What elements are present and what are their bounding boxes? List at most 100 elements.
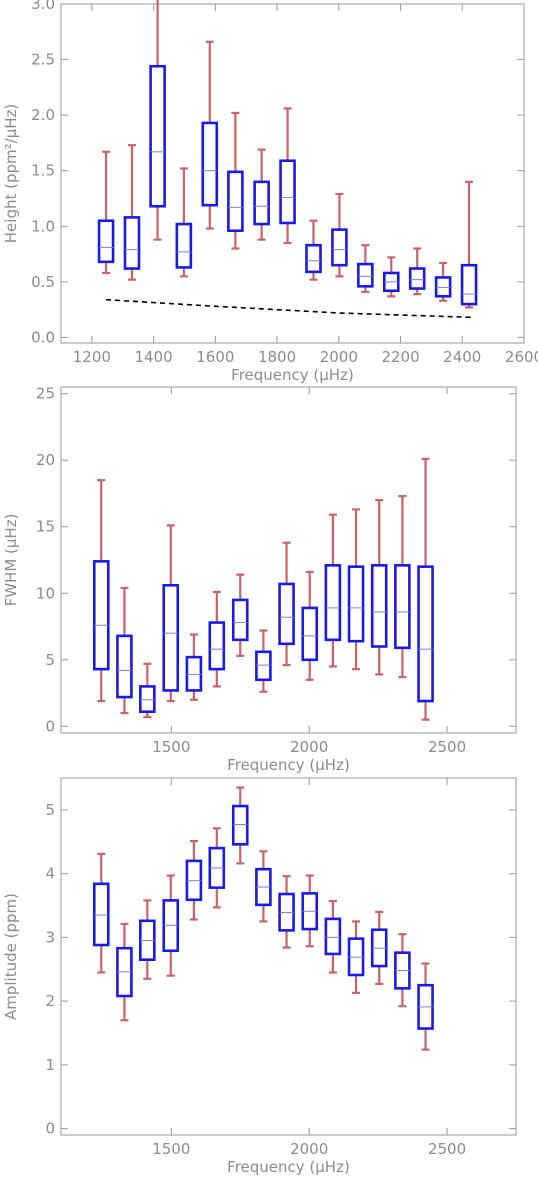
x-tick-label: 1500 <box>152 1140 190 1158</box>
box-plot <box>139 662 156 719</box>
y-tick-label: 20 <box>36 451 55 469</box>
y-tick-label: 1.0 <box>31 217 55 235</box>
box-iqr <box>460 263 478 306</box>
box-plot <box>394 933 411 1008</box>
y-tick-label: 3.0 <box>31 0 55 13</box>
box-iqr <box>162 583 180 692</box>
box-plot <box>417 962 434 1051</box>
box-iqr <box>227 170 244 233</box>
box-iqr <box>347 565 365 643</box>
box-iqr <box>231 598 249 642</box>
box-iqr <box>92 560 110 671</box>
x-tick-label: 2500 <box>428 738 466 756</box>
y-tick-label: 2 <box>45 992 55 1010</box>
box-plot <box>278 875 295 949</box>
box-iqr <box>370 564 388 648</box>
y-axis-label: Height (ppm²/μHz) <box>2 104 20 243</box>
box-plot <box>162 874 180 977</box>
box-plot <box>370 499 388 676</box>
y-tick-label: 0 <box>45 717 55 735</box>
x-tick-label: 2000 <box>290 1140 328 1158</box>
box-iqr <box>185 655 203 692</box>
plot-frame <box>60 386 517 734</box>
box-plot <box>382 256 400 298</box>
x-tick-label: 2500 <box>428 1140 466 1158</box>
x-tick-label: 2200 <box>381 348 419 366</box>
box-iqr <box>231 804 249 846</box>
box-iqr <box>92 882 110 947</box>
box-iqr <box>408 267 426 290</box>
y-tick-label: 0 <box>45 1120 55 1138</box>
x-tick-label: 1500 <box>152 738 190 756</box>
box-plot <box>185 840 203 921</box>
box-plot <box>227 111 244 250</box>
y-tick-label: 25 <box>36 385 55 403</box>
x-tick-label: 1400 <box>135 348 173 366</box>
box-iqr <box>278 582 295 646</box>
box-plot <box>278 541 295 667</box>
x-tick-label: 2400 <box>443 348 481 366</box>
box-plot <box>253 148 270 241</box>
box-plot <box>255 850 272 923</box>
y-tick-label: 0.5 <box>31 273 55 291</box>
box-plot <box>301 874 319 948</box>
box-plot <box>417 457 434 721</box>
box-iqr <box>253 180 270 226</box>
box-plot <box>301 570 319 681</box>
box-plot <box>434 261 452 302</box>
y-tick-label: 2.5 <box>31 51 55 69</box>
y-tick-label: 3 <box>45 928 55 946</box>
box-plot <box>255 629 272 693</box>
box-plot <box>347 508 365 671</box>
box-iqr <box>97 219 115 264</box>
box-iqr <box>201 121 219 207</box>
box-plot <box>331 192 348 278</box>
y-axis-label: FWHM (μHz) <box>2 514 20 607</box>
y-tick-label: 5 <box>45 801 55 819</box>
box-iqr <box>434 276 452 298</box>
x-axis-label: Frequency (μHz) <box>231 366 354 384</box>
box-plot <box>324 513 342 668</box>
x-axis-label: Frequency (μHz) <box>227 756 350 774</box>
box-plot <box>370 910 388 986</box>
plot-frame <box>60 777 517 1136</box>
box-plot <box>347 920 365 994</box>
box-iqr <box>305 243 322 274</box>
chart-panel-2: 1500 2000 2500 0 5 10 15 20 25 Frequency (μHz) FWH… <box>2 385 517 774</box>
box-plot <box>149 0 166 241</box>
box-plot <box>92 479 110 703</box>
box-iqr <box>139 685 156 714</box>
box-plot <box>139 899 156 980</box>
box-plot <box>460 180 478 309</box>
box-iqr <box>331 228 348 267</box>
box-plot <box>97 150 115 275</box>
box-plot <box>175 167 193 278</box>
box-plot <box>92 852 110 974</box>
box-iqr <box>279 159 296 225</box>
box-iqr <box>149 64 166 208</box>
box-plot <box>394 495 411 679</box>
y-tick-label: 5 <box>45 651 55 669</box>
box-iqr <box>301 606 319 662</box>
box-iqr <box>175 222 193 269</box>
box-plot <box>208 827 226 909</box>
box-plot <box>162 524 180 703</box>
box-iqr <box>417 565 434 703</box>
plot-frame <box>60 3 525 344</box>
box-plot <box>408 247 426 296</box>
box-iqr <box>394 564 411 650</box>
box-iqr <box>324 917 342 956</box>
box-plot <box>324 899 342 974</box>
box-iqr <box>255 650 272 682</box>
y-tick-label: 0.0 <box>31 328 55 346</box>
box-iqr <box>324 564 342 642</box>
y-tick-label: 4 <box>45 865 55 883</box>
box-iqr <box>208 621 226 671</box>
x-tick-label: 2000 <box>320 348 358 366</box>
box-plot <box>357 244 374 293</box>
box-plot <box>231 786 249 865</box>
box-plot <box>116 922 133 1022</box>
box-plot <box>208 590 226 688</box>
